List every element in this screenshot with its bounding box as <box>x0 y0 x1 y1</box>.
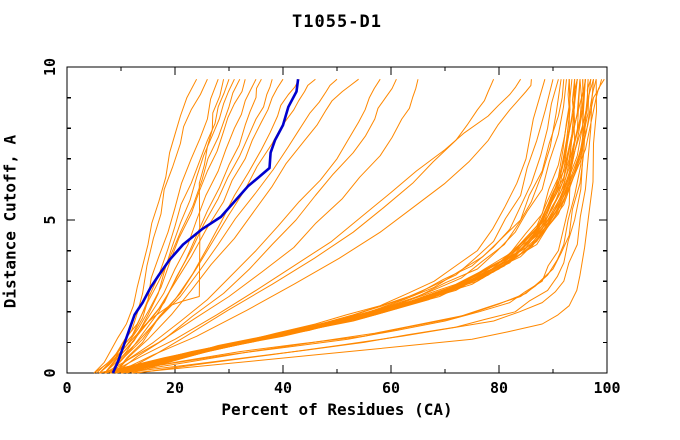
model-curve <box>115 79 576 374</box>
model-curve <box>131 79 603 374</box>
model-curve <box>115 78 397 374</box>
x-tick-label: 0 <box>62 379 71 397</box>
model-curve <box>110 79 578 374</box>
model-curve <box>104 79 578 374</box>
model-curve <box>115 78 605 374</box>
x-tick-label: 40 <box>274 379 292 397</box>
model-curve <box>115 79 532 374</box>
x-tick-label: 20 <box>166 379 184 397</box>
model-curve <box>99 78 284 374</box>
model-curve <box>131 79 597 374</box>
x-tick-label: 100 <box>593 379 620 397</box>
model-curve <box>93 78 241 374</box>
model-curve <box>110 79 584 374</box>
model-curve <box>104 79 273 374</box>
model-curve <box>137 79 594 374</box>
model-curve <box>120 79 589 374</box>
y-tick-label: 5 <box>41 215 59 224</box>
model-curve <box>93 78 198 374</box>
chart-title: T1055-D1 <box>292 12 382 32</box>
model-curve <box>104 79 567 374</box>
x-tick-label: 60 <box>382 379 400 397</box>
model-curve <box>115 79 586 374</box>
model-curve <box>99 79 230 374</box>
model-curve <box>104 78 338 374</box>
highlighted-model-curve <box>111 79 300 374</box>
model-curve <box>104 79 419 374</box>
model-curve <box>120 79 495 374</box>
y-axis-label: Distance Cutoff, A <box>0 134 20 309</box>
y-tick-label: 10 <box>41 58 59 76</box>
model-curve <box>99 78 208 374</box>
x-axis-label: Percent of Residues (CA) <box>221 400 453 419</box>
model-curve <box>99 79 562 374</box>
model-curve <box>120 79 578 374</box>
y-tick-label: 0 <box>41 368 59 377</box>
model-curve <box>104 79 554 374</box>
model-curve <box>109 78 262 374</box>
x-tick-label: 80 <box>490 379 508 397</box>
model-curve <box>104 79 246 374</box>
model-curve <box>120 79 586 374</box>
model-curve <box>120 79 586 374</box>
model-curve <box>109 78 522 374</box>
model-curve <box>109 78 381 374</box>
model-curve <box>115 78 359 374</box>
model-curve <box>115 78 300 374</box>
